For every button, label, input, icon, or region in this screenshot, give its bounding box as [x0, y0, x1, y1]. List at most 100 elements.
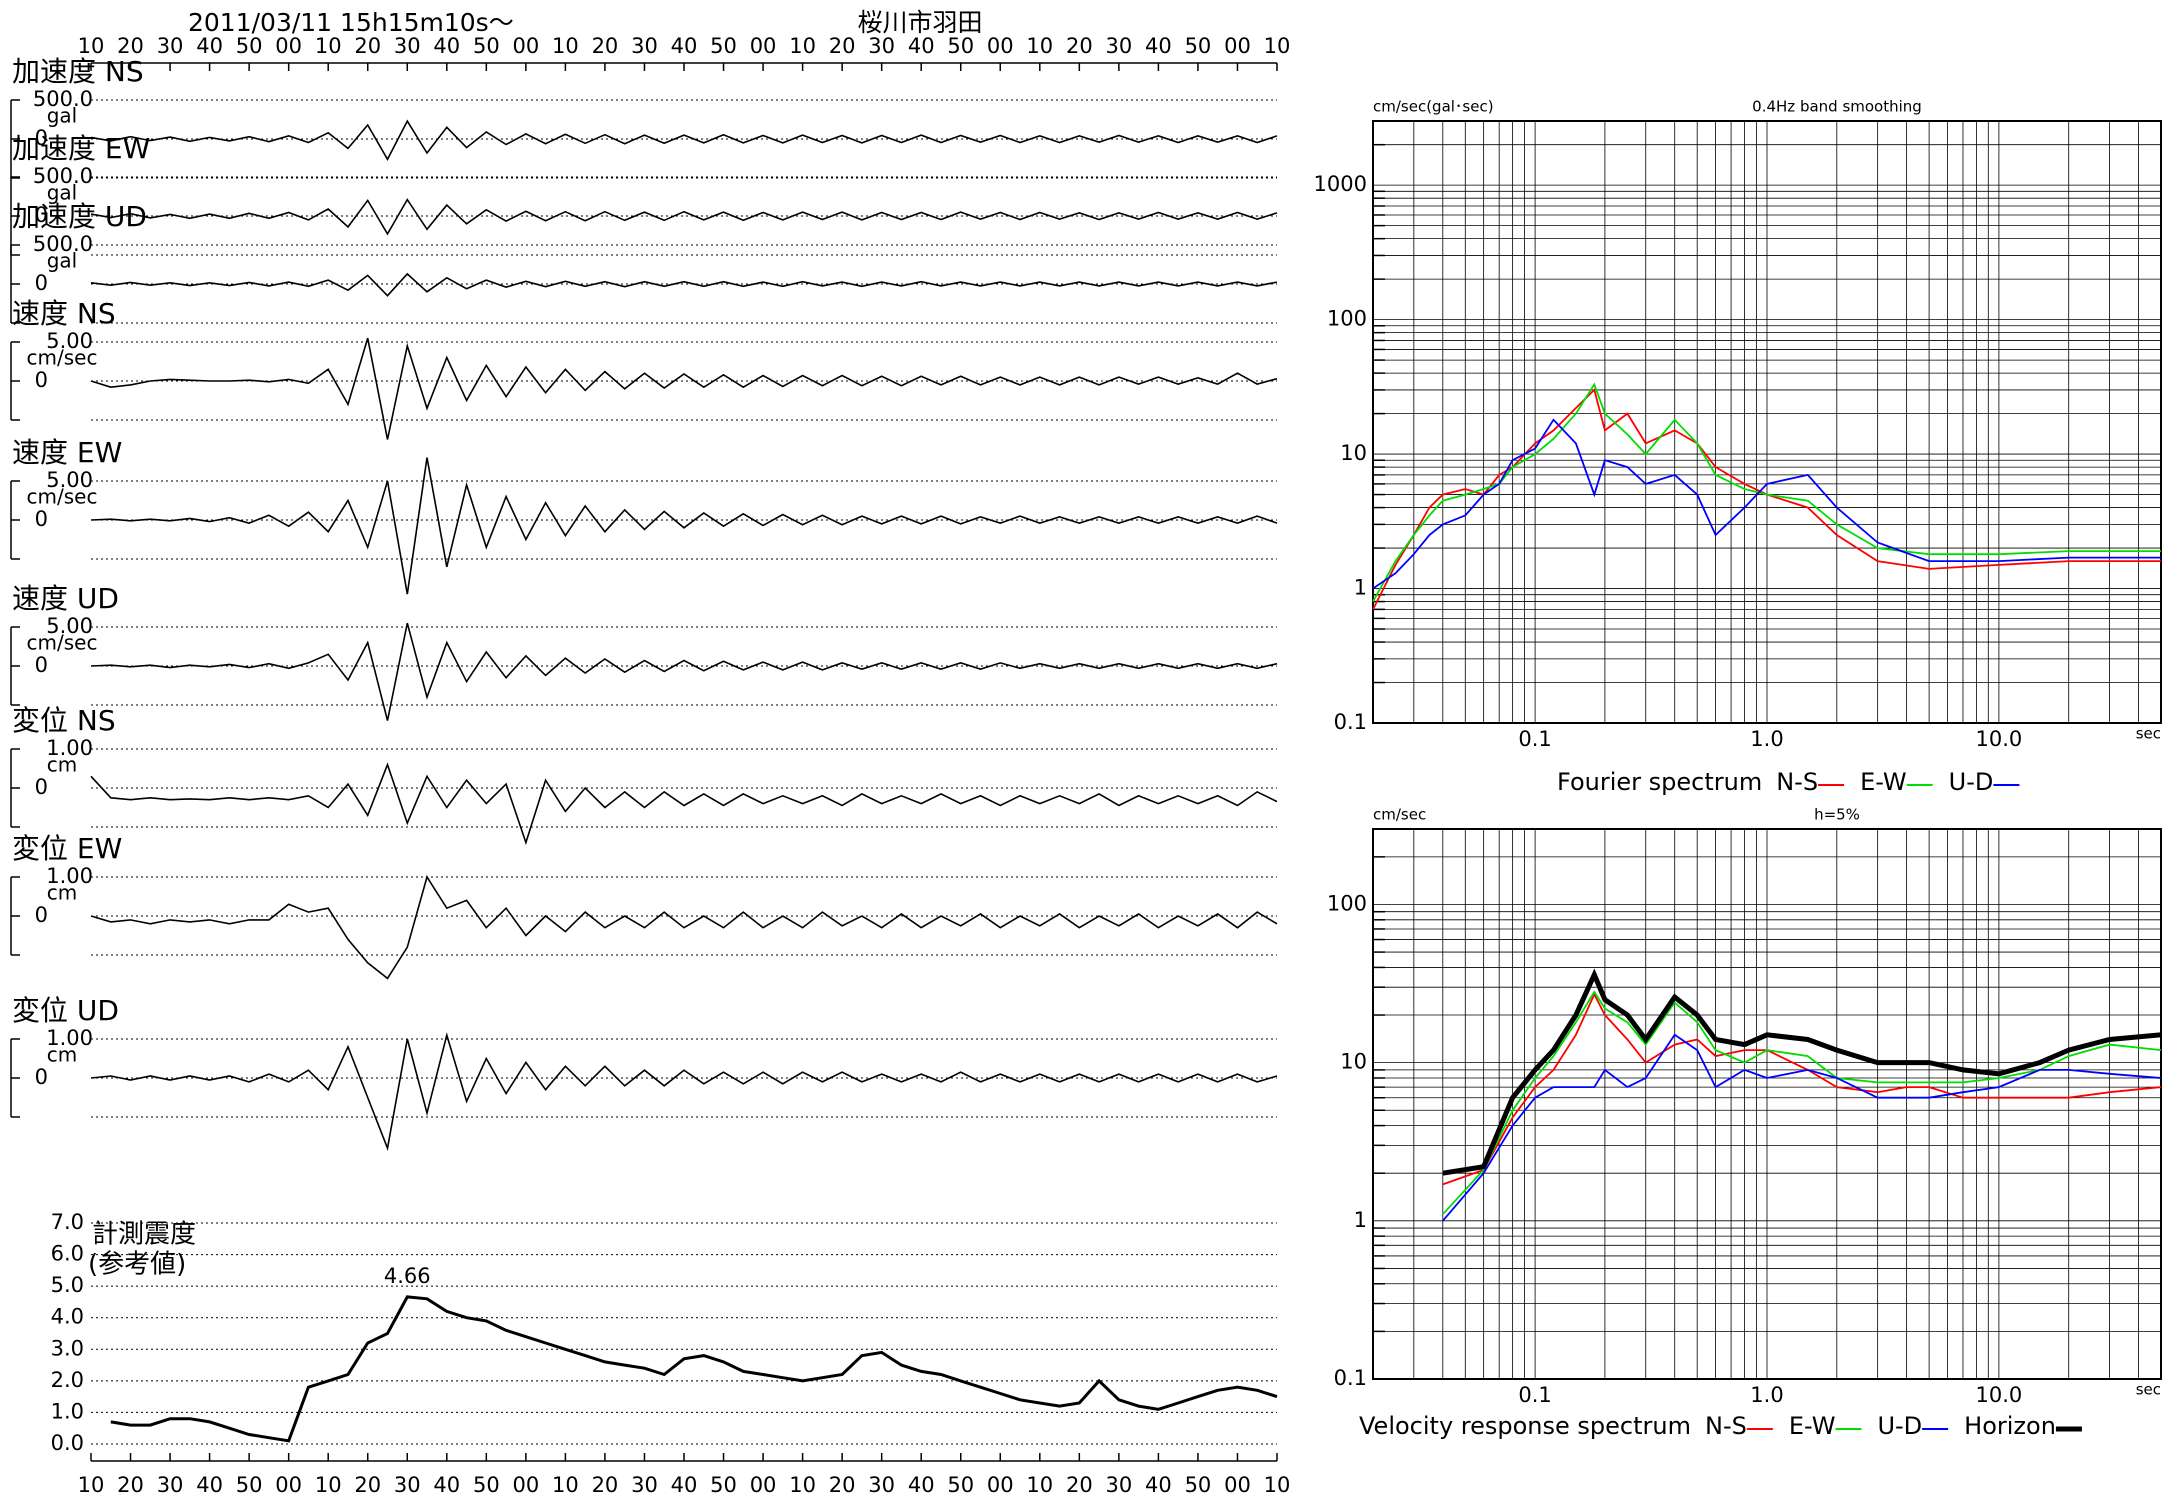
y-tick-label: 0: [35, 271, 48, 295]
x-tick-label: 40: [196, 1473, 223, 1497]
waveform: [90, 622, 1278, 721]
y-tick-label: 1.00: [46, 736, 93, 760]
x-tick-label: 50: [473, 1473, 500, 1497]
x-tick-label: 00: [1224, 34, 1251, 58]
panel-label: 速度 UD: [12, 582, 119, 615]
x-tick-label: 30: [157, 34, 184, 58]
x-tick-label: 10: [789, 1473, 816, 1497]
y-tick-label: 100: [1327, 307, 1367, 331]
y-tick-label: 5.0: [51, 1273, 84, 1297]
x-tick-label: 20: [829, 34, 856, 58]
x-tick-label: 20: [117, 1473, 144, 1497]
x-tick-label: 00: [275, 1473, 302, 1497]
y-tick-label: 0.0: [51, 1431, 84, 1455]
y-tick-label: 1: [1354, 1208, 1367, 1232]
header-datetime: 2011/03/11 15h15m10s～: [188, 8, 514, 37]
spectrum-line: [1372, 382, 2161, 603]
waveform: [90, 875, 1278, 980]
x-tick-label: 50: [947, 1473, 974, 1497]
x-unit: sec: [2136, 1381, 2161, 1399]
unit-label: cm: [47, 1043, 77, 1067]
x-tick-label: 10: [1264, 1473, 1291, 1497]
x-tick-label: 00: [750, 34, 777, 58]
x-tick-label: 40: [671, 34, 698, 58]
x-tick-label: 50: [710, 34, 737, 58]
x-tick-label: 30: [631, 1473, 658, 1497]
y-tick-label: 0: [35, 507, 48, 531]
peak-annotation: 4.66: [384, 1264, 431, 1288]
x-tick-label: 10: [789, 34, 816, 58]
x-unit: sec: [2136, 725, 2161, 743]
y-tick-label: 5.00: [46, 468, 93, 492]
x-tick-label: 1.0: [1750, 1383, 1783, 1407]
panel-label: 変位 NS: [12, 704, 116, 737]
y-tick-label: 0: [35, 203, 48, 227]
x-tick-label: 20: [117, 34, 144, 58]
spectrum-line: [1442, 992, 2162, 1186]
panel-label: 加速度 UD: [12, 200, 147, 233]
panel-label: 変位 EW: [12, 832, 122, 865]
y-tick-label: 0: [35, 903, 48, 927]
legend-label: N-S: [1705, 1412, 1747, 1440]
y-tick-label: 7.0: [51, 1210, 84, 1234]
spectrum-line: [1442, 968, 2162, 1176]
y-tick-label: 100: [1327, 891, 1367, 915]
x-tick-label: 00: [275, 34, 302, 58]
x-tick-label: 0.1: [1518, 727, 1551, 751]
x-tick-label: 20: [829, 1473, 856, 1497]
y-tick-label: 500.0: [33, 164, 93, 188]
legend-label: E-W: [1789, 1412, 1836, 1440]
unit-label: cm/sec: [27, 485, 98, 509]
chart-title: 計測震度: [92, 1220, 196, 1250]
x-tick-label: 40: [908, 34, 935, 58]
legend-title: Velocity response spectrum: [1359, 1412, 1691, 1440]
x-tick-label: 10: [78, 1473, 105, 1497]
panel-label: 変位 UD: [12, 994, 119, 1027]
x-tick-label: 40: [1145, 1473, 1172, 1497]
x-tick-label: 40: [671, 1473, 698, 1497]
y-tick-label: 1.00: [46, 864, 93, 888]
legend-label: U-D: [1949, 768, 1994, 796]
y-unit: cm/sec: [1373, 806, 1426, 824]
y-tick-label: 500.0: [33, 87, 93, 111]
legend-label: N-S: [1776, 768, 1818, 796]
x-tick-label: 50: [473, 34, 500, 58]
y-tick-label: 0: [35, 1065, 48, 1089]
x-tick-label: 10: [552, 34, 579, 58]
x-tick-label: 50: [236, 34, 263, 58]
x-tick-label: 10.0: [1976, 1383, 2023, 1407]
x-tick-label: 50: [710, 1473, 737, 1497]
spectrum-line: [1372, 418, 2161, 590]
header-station: 桜川市羽田: [857, 8, 982, 37]
y-tick-label: 5.00: [46, 614, 93, 638]
panel-label: 加速度 EW: [12, 132, 150, 165]
y-tick-label: 0: [35, 775, 48, 799]
x-tick-label: 40: [196, 34, 223, 58]
spectrum-line: [1442, 1033, 2162, 1222]
y-tick-label: 0: [35, 368, 48, 392]
y-tick-label: 1: [1354, 576, 1367, 600]
x-tick-label: 00: [1224, 1473, 1251, 1497]
x-tick-label: 0.1: [1518, 1383, 1551, 1407]
chart-subtitle: (参考値): [88, 1250, 186, 1280]
x-tick-label: 40: [433, 1473, 460, 1497]
y-tick-label: 1.0: [51, 1399, 84, 1423]
x-tick-label: 10: [1026, 1473, 1053, 1497]
plot-frame: [1372, 828, 2162, 1380]
legend-label: U-D: [1877, 1412, 1922, 1440]
y-tick-label: 6.0: [51, 1242, 84, 1266]
y-tick-label: 0.1: [1334, 710, 1367, 734]
waveform: [90, 272, 1278, 297]
y-tick-label: 500.0: [33, 232, 93, 256]
x-tick-label: 40: [908, 1473, 935, 1497]
spectrum-line: [1372, 388, 2161, 610]
legend-title: Fourier spectrum: [1557, 768, 1762, 796]
x-tick-label: 20: [592, 1473, 619, 1497]
panel-label: 速度 EW: [12, 436, 122, 469]
unit-label: gal: [47, 181, 78, 205]
y-tick-label: 10: [1340, 1050, 1367, 1074]
x-tick-label: 10: [552, 1473, 579, 1497]
waveform: [90, 457, 1278, 595]
y-tick-label: 3.0: [51, 1336, 84, 1360]
